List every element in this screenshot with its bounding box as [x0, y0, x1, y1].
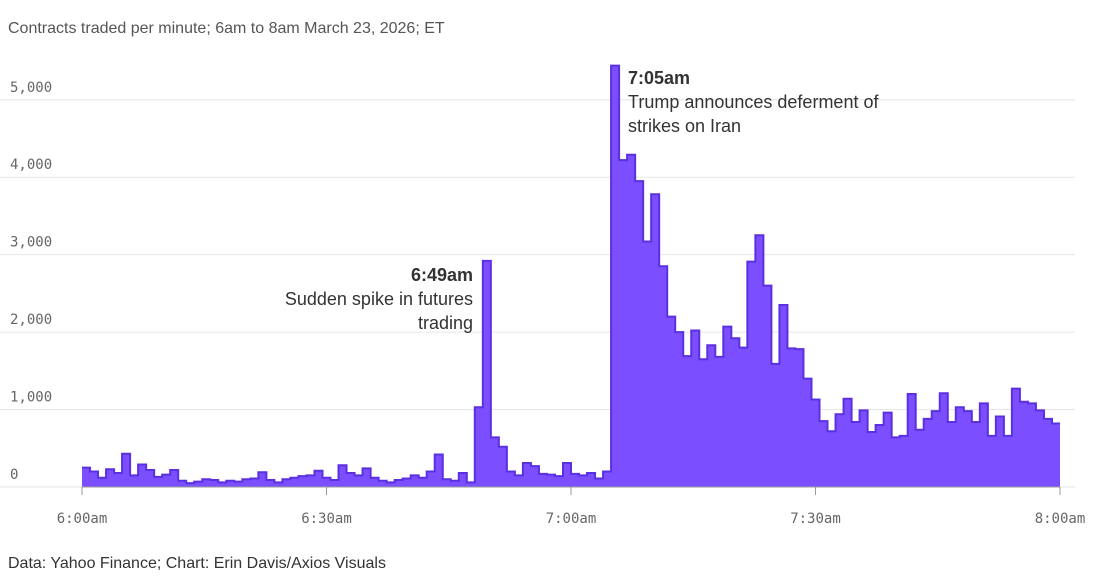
annotations: 6:49am Sudden spike in futures trading 7:05…	[285, 68, 880, 333]
volume-line	[82, 64, 1060, 485]
annotation-text: Trump announces deferment of	[628, 92, 879, 112]
volume-area	[82, 65, 1060, 488]
annotation-text: strikes on Iran	[628, 116, 741, 136]
x-tick-label: 8:00am	[1035, 511, 1086, 527]
annotation-time: 6:49am	[411, 265, 473, 285]
chart-subtitle: Contracts traded per minute; 6am to 8am …	[8, 20, 445, 37]
y-tick-label: 1,000	[10, 390, 52, 406]
y-tick-label: 5,000	[10, 80, 52, 96]
y-tick-label: 4,000	[10, 157, 52, 173]
annotation-text: Sudden spike in futures	[285, 289, 473, 309]
annotation-time: 7:05am	[628, 68, 690, 88]
y-tick-label: 2,000	[10, 312, 52, 328]
y-tick-label: 0	[10, 467, 18, 483]
y-tick-label: 3,000	[10, 235, 52, 251]
y-axis: 0 1,000 2,000 3,000 4,000 5,000	[10, 80, 52, 483]
series-area	[82, 64, 1060, 488]
annotation-text: trading	[418, 313, 473, 333]
x-tick-label: 6:30am	[301, 511, 352, 527]
x-axis: 6:00am 6:30am 7:00am 7:30am 8:00am	[57, 487, 1086, 527]
source-note: Data: Yahoo Finance; Chart: Erin Davis/A…	[8, 555, 386, 572]
x-tick-label: 7:00am	[546, 511, 597, 527]
x-tick-label: 7:30am	[790, 511, 841, 527]
x-tick-label: 6:00am	[57, 511, 108, 527]
